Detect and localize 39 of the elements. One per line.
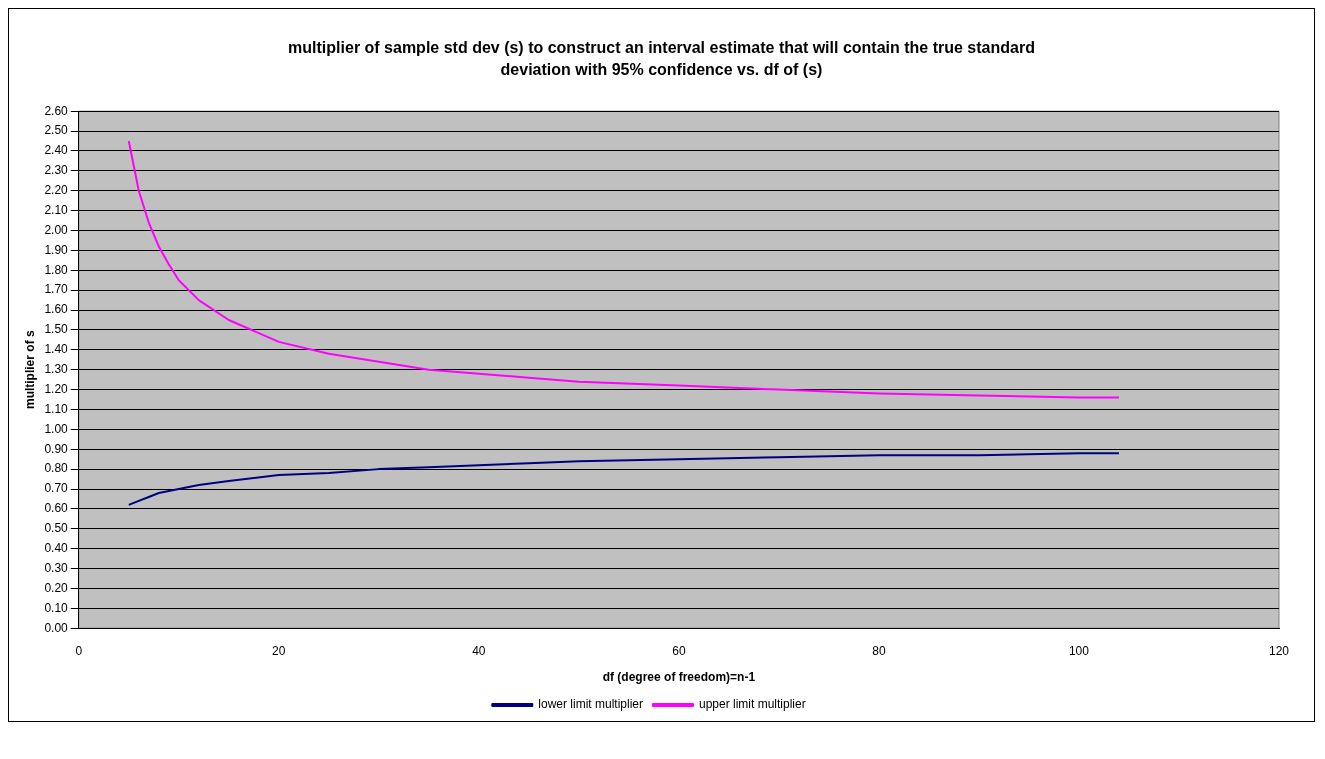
y-tick-label: 1.30	[44, 362, 69, 377]
y-axis-title: multiplier of s	[22, 330, 37, 410]
y-tick-label: 2.00	[44, 222, 69, 237]
y-tick-label: 1.70	[44, 282, 69, 297]
y-tick-label: 0.60	[44, 501, 69, 516]
y-tick-label: 0.50	[44, 521, 69, 536]
y-tick-label: 0.20	[44, 580, 69, 595]
y-tick-label: 0.90	[44, 441, 69, 456]
y-tick-label: 0.00	[44, 620, 69, 635]
y-tick-label: 1.00	[44, 421, 69, 436]
y-tick-label: 2.40	[44, 143, 69, 158]
x-tick-label: 100	[1068, 643, 1090, 658]
y-tick-label: 0.10	[44, 600, 69, 615]
x-tick-label: 120	[1268, 643, 1290, 658]
y-tick-label: 1.40	[44, 342, 69, 357]
chart-title: multiplier of sample std dev (s) to construct an interval estimate that will contain the true standard deviation with 95% confidence vs. df of (s)	[287, 38, 1036, 80]
y-tick-label: 2.60	[44, 103, 69, 118]
y-tick-label: 2.10	[44, 202, 69, 217]
x-tick-label: 0	[75, 643, 83, 658]
y-tick-label: 1.50	[44, 322, 69, 337]
y-tick-label: 1.20	[44, 381, 69, 396]
x-tick-label: 60	[672, 643, 686, 658]
y-tick-label: 0.40	[44, 540, 69, 555]
y-tick-label: 2.30	[44, 163, 69, 178]
y-tick-label: 1.90	[44, 242, 69, 257]
x-tick-label: 20	[272, 643, 286, 658]
x-tick-label: 40	[472, 643, 486, 658]
x-tick-label: 80	[872, 643, 886, 658]
y-tick-label: 1.60	[44, 302, 69, 317]
y-tick-label: 0.80	[44, 461, 69, 476]
legend-label: upper limit multiplier	[698, 697, 806, 712]
y-tick-label: 1.10	[44, 401, 69, 416]
y-tick-label: 2.20	[44, 183, 69, 198]
y-tick-label: 1.80	[44, 262, 69, 277]
y-tick-label: 0.30	[44, 560, 69, 575]
x-axis-title: df (degree of freedom)=n-1	[602, 670, 756, 685]
y-tick-label: 2.50	[44, 123, 69, 138]
y-tick-label: 0.70	[44, 481, 69, 496]
legend-label: lower limit multiplier	[538, 697, 643, 712]
